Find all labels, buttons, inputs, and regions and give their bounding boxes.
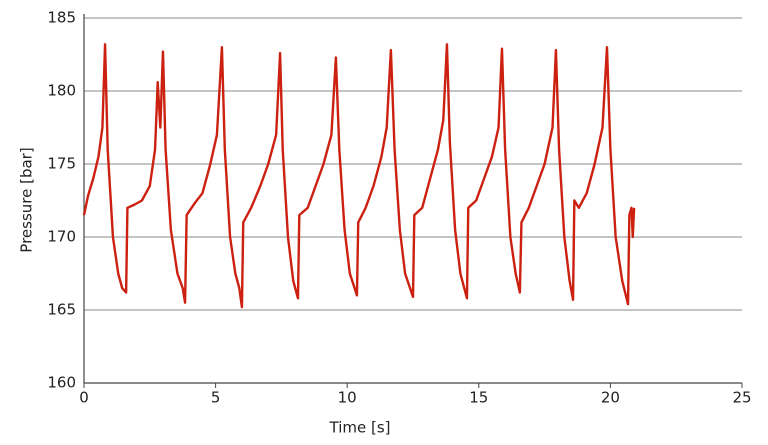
x-tick-label: 5 <box>211 389 221 407</box>
x-tick-label: 10 <box>338 389 357 407</box>
y-axis-label: Pressure [bar] <box>18 147 36 252</box>
y-tick-label: 165 <box>47 301 76 319</box>
y-tick-label: 175 <box>47 155 76 173</box>
y-tick-label: 185 <box>47 9 76 27</box>
data-line <box>82 43 636 309</box>
x-tick-label: 15 <box>469 389 488 407</box>
x-tick-label: 0 <box>79 389 89 407</box>
x-tick-label: 25 <box>732 389 751 407</box>
x-axis-label: Time [s] <box>329 419 391 437</box>
y-tick-label: 170 <box>47 228 76 246</box>
x-tick-label: 20 <box>601 389 620 407</box>
y-tick-label: 160 <box>47 374 76 392</box>
y-tick-label: 180 <box>47 82 76 100</box>
